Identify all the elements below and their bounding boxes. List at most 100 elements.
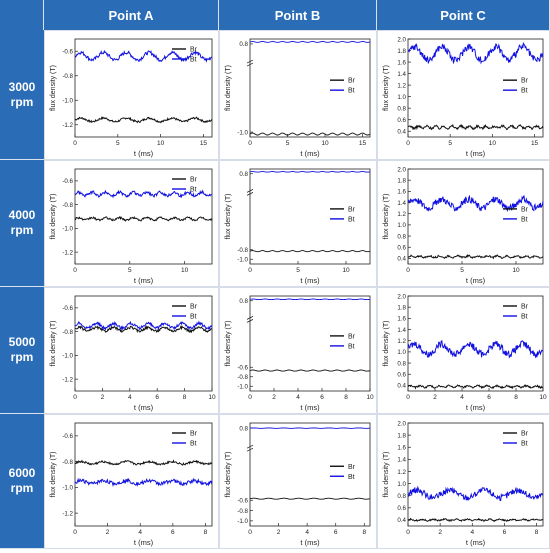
y-axis-label: flux density (T) [225, 321, 232, 367]
row-speed-unit: rpm [10, 223, 34, 237]
row-speed-unit: rpm [10, 481, 34, 495]
x-axis-label: t (ms) [466, 149, 486, 158]
plot-frame [407, 422, 544, 527]
chart-cell: flux density (T) t (ms) 0 5 10 15 -0.6 -0.8 -1.0… [44, 30, 219, 160]
legend-label: Br [521, 206, 529, 213]
x-tick-label: 0 [406, 140, 410, 147]
y-tick-label: -1.2 [62, 249, 73, 256]
y-tick-label: -0.8 [237, 247, 248, 254]
y-tick-label: -1.2 [62, 376, 73, 383]
axis-break-mark [246, 316, 254, 323]
legend-label: Br [348, 333, 356, 340]
legend-label: Br [348, 206, 356, 213]
row-speed-value: 5000 [8, 335, 36, 349]
y-tick-label: 1.2 [397, 338, 406, 345]
y-tick-label: -0.8 [62, 202, 73, 209]
legend-label: Bt [190, 314, 197, 321]
x-tick-label: 2 [101, 394, 105, 401]
legend-label: Br [521, 431, 529, 438]
series-line-br [407, 123, 544, 131]
y-tick-label: 0.6 [397, 117, 406, 124]
x-tick-label: 5 [460, 267, 464, 274]
y-tick-label: 1.2 [397, 469, 406, 476]
y-tick-label: 0.6 [397, 372, 406, 379]
x-tick-label: 10 [366, 394, 374, 401]
y-tick-label: 1.4 [397, 457, 406, 464]
y-tick-label: 1.6 [397, 316, 406, 323]
series-line-bt [250, 427, 371, 429]
series-line-bt [407, 339, 544, 359]
chart-svg: flux density (T) t (ms) 0 2 4 6 8 10 0.8 -0.6 -0.8… [225, 295, 374, 412]
y-tick-label: -1.0 [62, 485, 73, 492]
chart-cell: flux density (T) t (ms) 0 2 4 6 8 10 0.8 -0.6 -0.8… [219, 287, 377, 414]
chart-cell: flux density (T) t (ms) 0 5 10 0.8 -0.8 -1.0 Br B… [219, 160, 377, 287]
x-axis-label: t (ms) [134, 403, 154, 412]
y-tick-label: 1.0 [397, 349, 406, 356]
y-tick-label: -0.6 [62, 178, 73, 185]
chart-cell: flux density (T) t (ms) 0 5 10 15 0.8 -1.0 Br Bt [219, 30, 377, 160]
x-tick-label: 0 [406, 529, 410, 536]
chart-cell: flux density (T) t (ms) 0 5 10 2.0 1.8 1.6 1.4 1.… [377, 160, 550, 287]
series-line-br [74, 459, 213, 466]
y-tick-label: -1.0 [62, 226, 73, 233]
x-tick-label: 5 [296, 267, 300, 274]
y-tick-label: 0.8 [239, 425, 248, 432]
x-tick-label: 8 [204, 529, 208, 536]
y-tick-label: -1.0 [237, 257, 248, 264]
plot-frame [249, 168, 371, 265]
series-line-br [74, 215, 213, 222]
y-tick-label: 1.4 [397, 327, 406, 334]
plot-frame [249, 295, 371, 392]
series-line-br [249, 369, 371, 372]
x-tick-label: 0 [248, 140, 252, 147]
y-tick-label: 1.8 [397, 177, 406, 184]
series-line-bt [407, 485, 544, 502]
x-tick-label: 10 [157, 140, 165, 147]
y-tick-label: 0.8 [239, 171, 248, 178]
y-tick-label: 0.8 [239, 298, 248, 305]
y-tick-label: 2.0 [397, 36, 406, 43]
series-line-bt [74, 477, 213, 488]
x-tick-label: 6 [320, 394, 324, 401]
x-tick-label: 5 [128, 267, 132, 274]
x-tick-label: 10 [512, 267, 520, 274]
legend-label: Bt [521, 88, 528, 95]
x-tick-label: 4 [460, 394, 464, 401]
y-tick-label: 1.4 [397, 200, 406, 207]
x-tick-label: 0 [248, 529, 252, 536]
series-line-br [249, 132, 371, 136]
y-tick-label: -1.0 [237, 518, 248, 525]
x-tick-label: 10 [208, 394, 216, 401]
legend-label: Br [190, 177, 198, 184]
x-tick-label: 4 [305, 529, 309, 536]
x-tick-label: 10 [539, 394, 547, 401]
plot-frame [407, 295, 544, 392]
x-tick-label: 0 [248, 394, 252, 401]
y-tick-label: -0.8 [62, 459, 73, 466]
series-line-bt [249, 171, 370, 173]
y-tick-label: -0.6 [62, 305, 73, 312]
x-axis-label: t (ms) [466, 538, 486, 547]
legend-label: Br [521, 304, 529, 311]
x-tick-label: 0 [73, 529, 77, 536]
y-tick-label: 2.0 [397, 166, 406, 173]
y-tick-label: 0.6 [397, 505, 406, 512]
row-label-3000: 3000 rpm [0, 30, 44, 160]
y-tick-label: 1.4 [397, 71, 406, 78]
column-header-point-b: Point B [219, 0, 377, 30]
chart-cell: flux density (T) t (ms) 0 5 10 15 2.0 1.8 1.6 1.4… [377, 30, 550, 160]
x-tick-label: 6 [487, 394, 491, 401]
y-tick-label: 0.8 [397, 233, 406, 240]
x-tick-label: 2 [438, 529, 442, 536]
x-tick-label: 5 [116, 140, 120, 147]
series-line-br [249, 250, 371, 253]
legend-label: Bt [190, 57, 197, 64]
series-line-br [249, 497, 371, 500]
column-header-point-c: Point C [377, 0, 550, 30]
y-axis-label: flux density (T) [383, 452, 390, 498]
chart-cell: flux density (T) t (ms) 0 2 4 6 8 -0.6 -0.8 -1.0 -… [44, 414, 219, 549]
x-tick-label: 8 [362, 529, 366, 536]
chart-svg: flux density (T) t (ms) 0 2 4 6 8 0.8 -0.6 -0.8 -1… [225, 422, 371, 547]
legend-label: Br [190, 47, 198, 54]
